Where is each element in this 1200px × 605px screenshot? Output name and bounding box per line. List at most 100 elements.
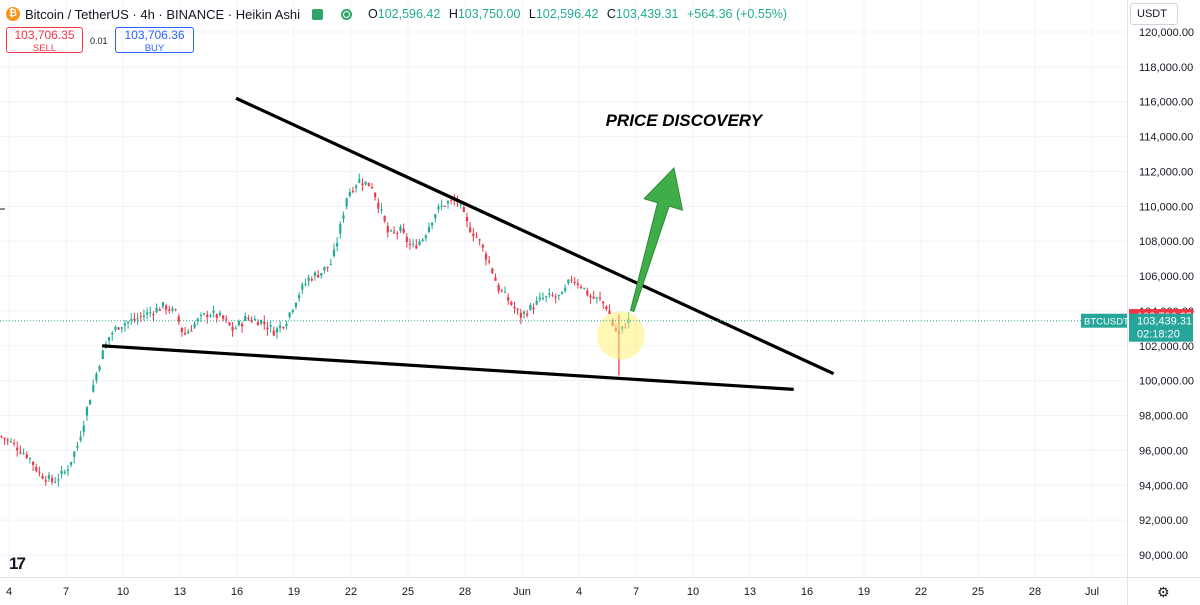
candle-body	[437, 206, 440, 210]
candle-body	[310, 278, 313, 281]
candle-body	[374, 192, 377, 198]
candle-body	[54, 482, 57, 484]
candle-body	[564, 287, 567, 291]
candle-body	[313, 272, 317, 277]
price-tick-label: 108,000.00	[1139, 236, 1194, 248]
gear-icon[interactable]: ⚙	[1157, 584, 1170, 600]
candle-body	[317, 275, 320, 278]
candle-body	[174, 309, 177, 311]
candle-body	[339, 223, 342, 234]
tradingview-logo-icon[interactable]: 17	[9, 554, 26, 573]
candle-body	[370, 187, 374, 189]
candle-body	[472, 233, 475, 237]
time-tick-label: 4	[576, 586, 582, 598]
candle-body	[351, 190, 355, 192]
time-tick-label: 10	[117, 586, 129, 598]
price-discovery-label: PRICE DISCOVERY	[606, 111, 764, 130]
candle-body	[405, 236, 408, 243]
time-tick-label: 4	[6, 586, 12, 598]
time-tick-label: 28	[1029, 586, 1041, 598]
time-tick-label: 13	[744, 586, 756, 598]
candle-body	[272, 330, 275, 336]
candle-body	[98, 366, 101, 371]
candle-body	[554, 296, 557, 298]
candle-body	[304, 283, 307, 285]
candle-body	[535, 300, 538, 305]
candle-body	[541, 298, 545, 300]
candle-body	[323, 266, 326, 271]
candle-body	[329, 263, 332, 265]
time-tick-label: 16	[801, 586, 813, 598]
candle-body	[126, 321, 130, 323]
candle-body	[253, 318, 256, 320]
candle-body	[557, 294, 560, 296]
symbol-title[interactable]: Bitcoin / TetherUS · 4h · BINANCE · Heik…	[25, 6, 301, 22]
candle-body	[475, 236, 478, 238]
up-arrow-annotation	[629, 166, 684, 313]
bar-countdown-label: 02:18:20	[1137, 329, 1180, 341]
candle-body	[25, 454, 28, 458]
time-tick-label: 19	[288, 586, 300, 598]
candle-body	[133, 318, 136, 321]
candle-body	[199, 314, 203, 316]
candle-body	[101, 350, 104, 360]
candle-body	[145, 312, 149, 315]
candle-body	[79, 436, 82, 441]
sell-button[interactable]: 103,706.35 SELL	[6, 27, 83, 54]
candle-body	[478, 239, 481, 241]
candle-body	[196, 318, 199, 322]
candle-body	[526, 313, 529, 316]
buy-button[interactable]: 103,706.36 BUY	[115, 27, 194, 54]
candle-body	[446, 201, 450, 204]
candle-body	[107, 337, 111, 341]
candle-body	[215, 314, 218, 319]
flag-icon[interactable]	[312, 8, 324, 20]
time-tick-label: 25	[972, 586, 984, 598]
candle-body	[95, 373, 98, 381]
candle-body	[358, 179, 361, 183]
candle-body	[386, 226, 389, 233]
candle-body	[19, 451, 22, 454]
time-tick-label: 13	[174, 586, 186, 598]
candle-body	[348, 192, 351, 197]
candle-body	[459, 204, 462, 206]
candle-body	[494, 277, 497, 281]
candle-body	[443, 205, 446, 207]
candle-body	[399, 226, 402, 231]
candle-body	[424, 235, 427, 239]
candle-body	[149, 312, 152, 314]
candle-body	[16, 447, 19, 451]
candle-body	[592, 296, 595, 299]
candle-body	[38, 471, 41, 473]
candle-body	[396, 233, 399, 235]
candle-body	[421, 239, 424, 242]
time-tick-label: Jun	[513, 586, 531, 598]
candle-body	[320, 272, 323, 276]
upper-trendline	[235, 96, 835, 376]
annotations[interactable]: PRICE DISCOVERY	[101, 96, 835, 391]
current-price-label: 103,439.31	[1137, 316, 1192, 328]
price-tick-label: 96,000.00	[1139, 445, 1188, 457]
candle-body	[69, 461, 73, 465]
candle-body	[586, 290, 589, 296]
price-tick-label: 90,000.00	[1139, 550, 1188, 562]
candle-body	[332, 249, 336, 257]
candle-body	[364, 181, 367, 185]
time-tick-label: 19	[858, 586, 870, 598]
candle-body	[187, 331, 190, 334]
candle-body	[589, 295, 592, 298]
symbol-tag-label: BTCUSDT	[1084, 317, 1129, 328]
candle-body	[44, 480, 47, 482]
bitcoin-logo-icon: ₿	[6, 7, 20, 21]
candle-body	[152, 314, 155, 316]
current-price-tag	[1129, 313, 1193, 342]
candle-body	[155, 307, 158, 313]
candle-body	[57, 479, 60, 481]
candle-body	[237, 321, 241, 325]
candle-body	[247, 318, 250, 320]
time-tick-label: 10	[687, 586, 699, 598]
currency-unit-button[interactable]: USDT	[1130, 3, 1178, 25]
candle-body	[168, 309, 171, 311]
